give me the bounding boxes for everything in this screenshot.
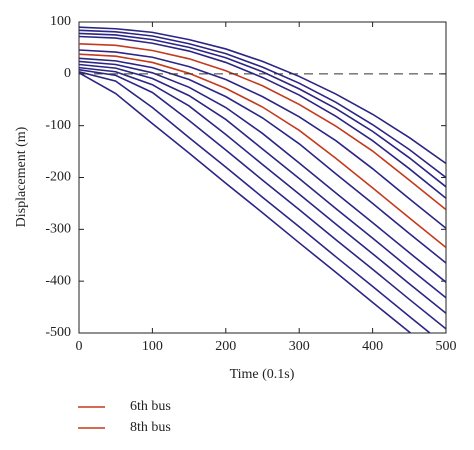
y-tick-label: -200 — [45, 170, 71, 185]
x-tick-label: 100 — [142, 339, 163, 354]
y-tick-label: 0 — [64, 66, 71, 81]
x-tick-label: 300 — [289, 339, 310, 354]
y-tick-label: -300 — [45, 222, 71, 237]
series-line — [79, 70, 432, 333]
series-line — [79, 49, 446, 229]
series-line — [79, 66, 446, 314]
x-tick-label: 400 — [362, 339, 383, 354]
series-line — [79, 72, 412, 333]
series-line — [79, 32, 446, 188]
series-line — [79, 35, 446, 199]
y-axis-label: Displacement (m) — [14, 126, 29, 227]
y-tick-label: -500 — [45, 325, 71, 340]
series-line — [79, 60, 446, 283]
x-tick-label: 500 — [436, 339, 457, 354]
x-tick-label: 200 — [215, 339, 236, 354]
y-tick-label: -100 — [45, 118, 71, 133]
legend-label: 6th bus — [130, 399, 171, 414]
x-axis-label: Time (0.1s) — [230, 367, 295, 382]
series-line — [79, 63, 446, 299]
series-line — [79, 68, 446, 330]
y-tick-label: 100 — [50, 14, 71, 29]
x-tick-label: 0 — [76, 339, 83, 354]
series-line — [79, 53, 446, 249]
y-tick-label: -400 — [45, 273, 71, 288]
series-line — [79, 42, 446, 211]
series-line — [79, 29, 446, 179]
series-line — [79, 57, 446, 264]
series-line — [79, 26, 446, 165]
legend-label: 8th bus — [130, 420, 171, 435]
plot-lines — [79, 26, 446, 333]
